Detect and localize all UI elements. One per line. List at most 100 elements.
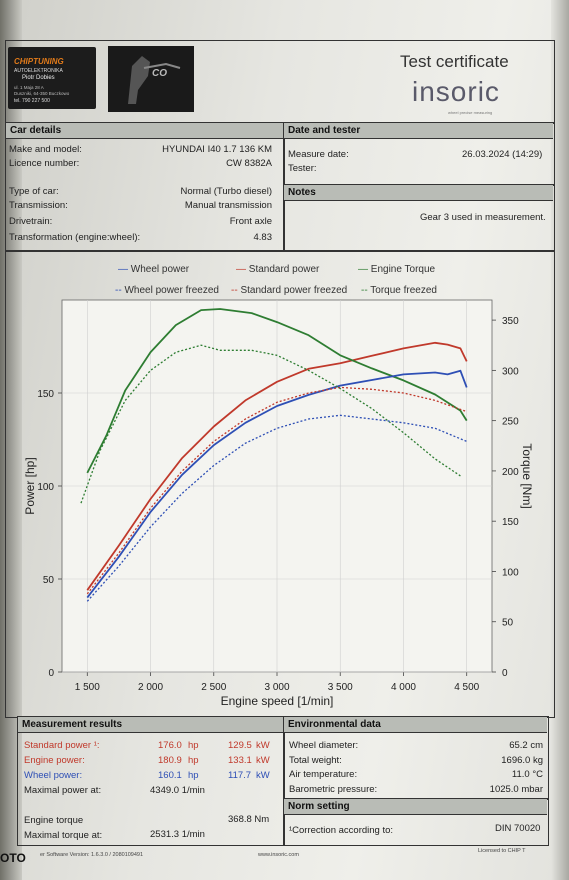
footer-software: er Software Version: 1.6.3.0 / 208010949… (40, 852, 144, 858)
logo-addr2: Duszniki, 64-350 Buczkowo (14, 91, 70, 96)
measure-date-label: Measure date: (288, 149, 349, 160)
y-tick-label: 150 (37, 389, 54, 400)
max-torque-value: 2531.3 1/min (150, 829, 205, 840)
environment-label: Air temperature: (289, 769, 358, 780)
car-detail-value: 4.83 (253, 232, 273, 243)
norm-frame (283, 798, 549, 846)
engine-torque-value: 368.8 Nm (228, 814, 270, 825)
legend-standard-power-frozen-label: Standard power freezed (240, 285, 348, 296)
measurement-hp-unit: hp (188, 740, 199, 751)
car-detail-value: Front axle (229, 216, 272, 227)
y-axis-label: Power [hp] (23, 457, 37, 514)
measurement-kw-value: 117.7 (228, 770, 252, 781)
environment-heading: Environmental data (284, 717, 547, 733)
car-detail-value: CW 8382A (226, 158, 272, 169)
x-axis-label: Engine speed [1/min] (221, 694, 334, 708)
y2-axis-label: Torque [Nm] (520, 443, 534, 508)
measurement-kw-unit: kW (256, 740, 270, 751)
environment-label: Barometric pressure: (289, 784, 378, 795)
max-torque-label: Maximal torque at: (24, 830, 103, 841)
measurement-hp-value: 160.1 (158, 770, 182, 781)
car-detail-value: Manual transmission (184, 200, 272, 211)
logo-name: Piotr Dobies (22, 75, 55, 81)
x-tick-label: 2 000 (138, 682, 163, 693)
series-torque-freezed-line (80, 344, 461, 504)
measurement-kw-unit: kW (256, 755, 270, 766)
footer-url: www.insoric.com (258, 852, 299, 858)
series-wheel-power-freezed-line (86, 414, 467, 602)
footer-licensed: Licensed to CHIP T (478, 848, 526, 854)
chiptuning-logo: CHIPTUNING AUTOELEKTRONIKA Piotr Dobies … (8, 47, 96, 109)
legend-wheel-power-frozen-label: Wheel power freezed (124, 285, 219, 296)
measurement-frame (17, 716, 285, 846)
y2-tick-label: 150 (502, 517, 519, 528)
environment-value: 65.2 cm (509, 740, 543, 751)
x-tick-label: 4 500 (454, 682, 479, 693)
x-tick-label: 1 500 (75, 682, 100, 693)
norm-value: DIN 70020 (495, 823, 541, 834)
measurement-kw-value: 133.1 (228, 755, 252, 766)
page-title: Test certificate (400, 52, 509, 71)
measurement-kw-value: 129.5 (228, 740, 252, 751)
notes-frame (283, 184, 555, 252)
max-power-value: 4349.0 1/min (150, 785, 205, 796)
logo2-text: CO (152, 68, 167, 79)
y2-tick-label: 50 (502, 618, 514, 629)
y-tick-label: 100 (37, 482, 54, 493)
norm-heading: Norm setting (284, 799, 547, 815)
measurement-kw-unit: kW (256, 770, 270, 781)
x-tick-label: 3 000 (264, 682, 289, 693)
environment-label: Wheel diameter: (289, 740, 359, 751)
logo-sub: AUTOELEKTRONIKA (14, 68, 63, 74)
footer-left-text: OTO (0, 851, 26, 865)
legend-engine-torque-label: Engine Torque (370, 264, 436, 275)
car-detail-label: Transmission: (9, 200, 68, 211)
logo-text: CHIPTUNING (14, 57, 64, 66)
engine-torque-label: Engine torque (24, 815, 84, 826)
car-detail-value: Normal (Turbo diesel) (180, 186, 272, 197)
norm-label: ¹Correction according to: (289, 825, 394, 836)
legend-standard-power-frozen: -- Standard power freezed (231, 285, 348, 296)
car-details-heading: Car details (6, 123, 283, 139)
measure-date-value: 26.03.2024 (14:29) (462, 149, 543, 160)
legend-torque-frozen-label: Torque freezed (370, 285, 437, 296)
measurement-heading: Measurement results (18, 717, 283, 733)
environment-value: 1025.0 mbar (489, 784, 543, 795)
measurement-hp-value: 180.9 (158, 755, 182, 766)
y2-tick-label: 0 (502, 668, 508, 679)
legend-standard-power-label: Standard power (248, 264, 320, 275)
measurement-hp-value: 176.0 (158, 740, 182, 751)
series-standard-power-freezed-line (86, 386, 467, 595)
measurement-label: Standard power ¹: (24, 740, 100, 751)
environment-value: 1696.0 kg (501, 755, 543, 766)
legend-wheel-power: — Wheel power (118, 264, 190, 275)
car-detail-label: Type of car: (9, 186, 59, 197)
brand-text: insoric (412, 76, 500, 107)
date-tester-heading: Date and tester (284, 123, 553, 139)
y2-tick-label: 300 (502, 366, 519, 377)
car-detail-label: Licence number: (9, 158, 80, 169)
y2-tick-label: 250 (502, 417, 519, 428)
legend-torque-frozen: -- Torque freezed (361, 285, 437, 296)
legend-wheel-power-label: Wheel power (130, 264, 190, 275)
environment-label: Total weight: (289, 755, 342, 766)
x-tick-label: 4 000 (391, 682, 416, 693)
logo-phone: tel. 790 227 500 (14, 98, 50, 104)
photo-shadow-right (551, 0, 569, 880)
brand-tagline: wheel precise measuring (448, 110, 493, 115)
x-tick-label: 2 500 (201, 682, 226, 693)
car-detail-label: Drivetrain: (9, 216, 53, 227)
power-torque-chart: 1 500 2 000 2 500 3 000 3 500 4 000 4 500 0 50 10… (23, 299, 534, 708)
tester-label: Tester: (288, 163, 317, 174)
environment-value: 11.0 °C (511, 769, 543, 780)
y2-tick-label: 100 (502, 567, 519, 578)
measurement-hp-unit: hp (188, 755, 199, 766)
y-tick-label: 50 (43, 575, 55, 586)
series-engine-torque-line (86, 308, 468, 474)
series-wheel-power-line (86, 369, 468, 599)
y2-tick-label: 200 (502, 467, 519, 478)
car-detail-value: HYUNDAI I40 1.7 136 KM (162, 144, 272, 155)
legend-standard-power: — Standard power (236, 264, 320, 275)
y-tick-label: 0 (48, 668, 54, 679)
